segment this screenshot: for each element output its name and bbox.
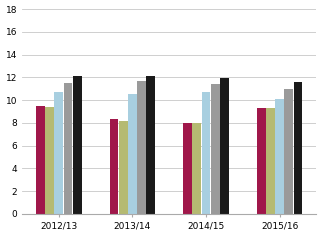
Bar: [45, 107, 54, 214]
Bar: [202, 92, 210, 214]
Bar: [275, 99, 284, 214]
Bar: [73, 76, 81, 214]
Bar: [220, 78, 229, 214]
Bar: [257, 108, 266, 214]
Bar: [119, 121, 128, 214]
Bar: [183, 123, 192, 214]
Bar: [54, 92, 63, 214]
Bar: [63, 83, 72, 214]
Bar: [266, 108, 275, 214]
Bar: [284, 89, 293, 214]
Bar: [128, 94, 137, 214]
Bar: [109, 119, 118, 214]
Bar: [36, 106, 45, 214]
Bar: [137, 81, 146, 214]
Bar: [294, 82, 302, 214]
Bar: [192, 123, 201, 214]
Bar: [147, 76, 155, 214]
Bar: [211, 84, 220, 214]
